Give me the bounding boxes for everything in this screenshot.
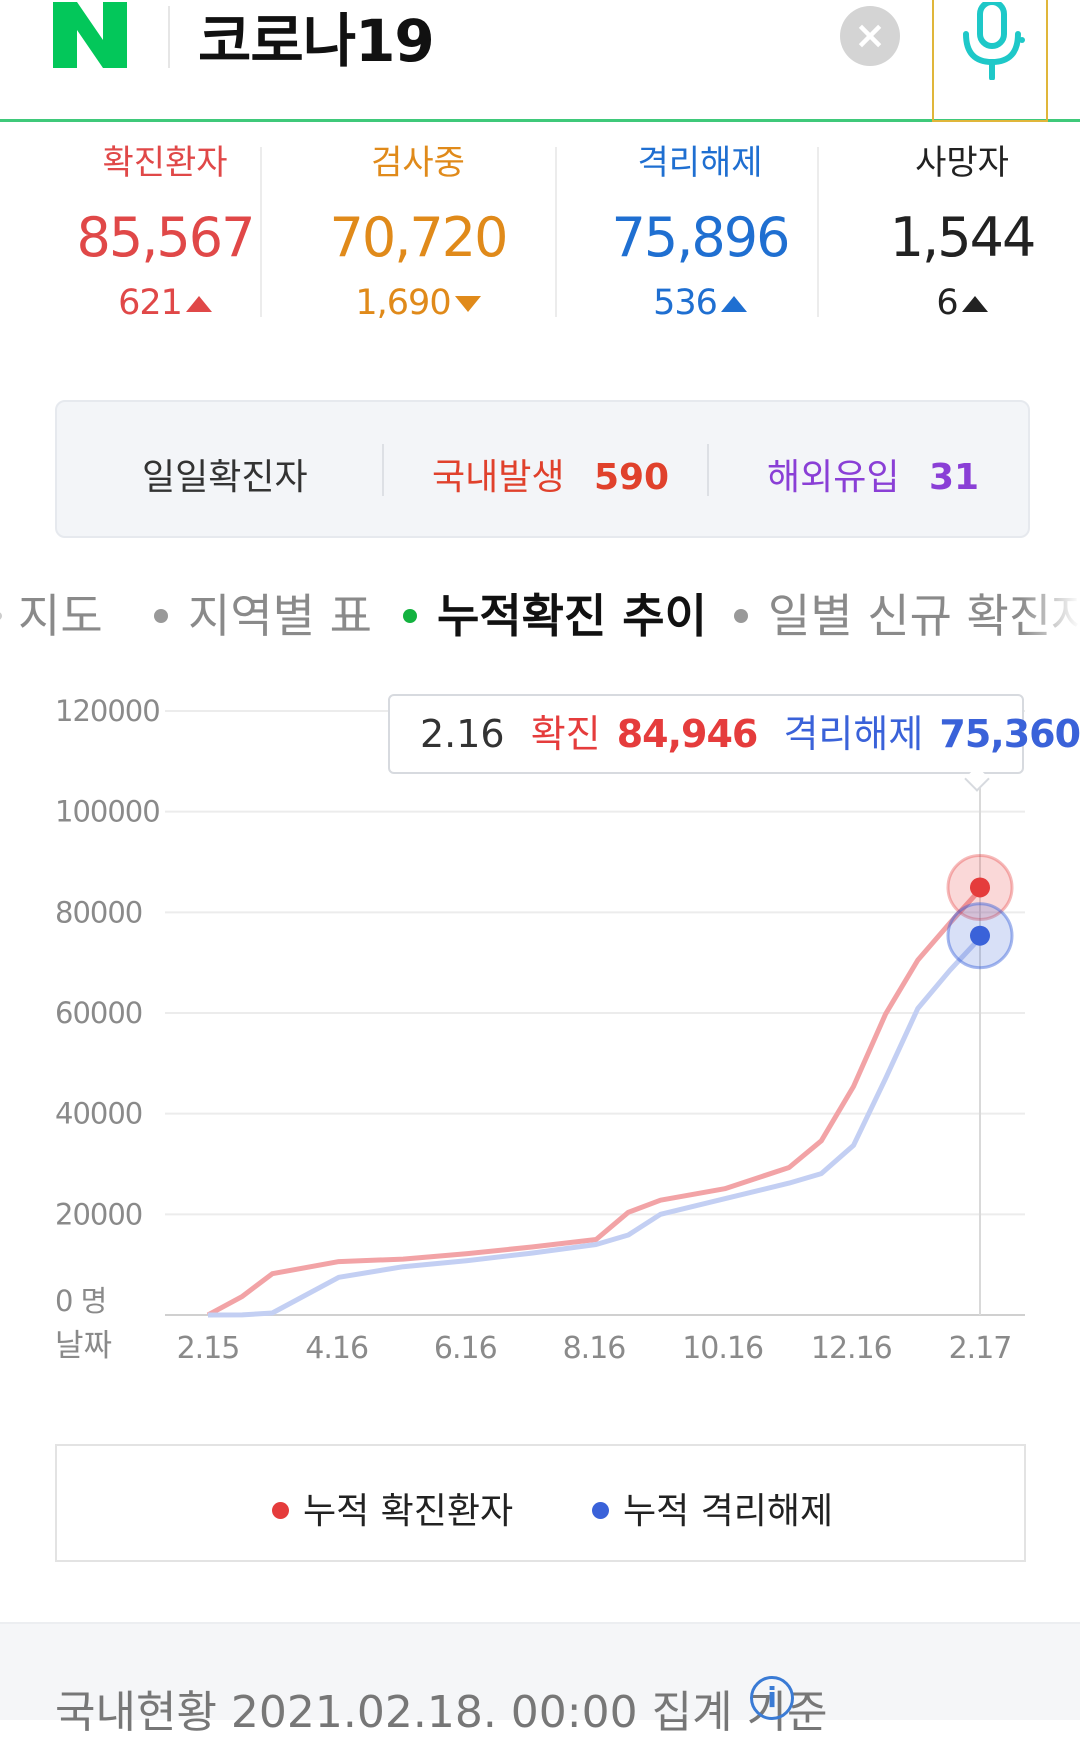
overseas-count: 해외유입 31 [767,448,979,500]
chart-legend: 누적 확진환자 누적 격리해제 [55,1444,1026,1562]
confirmed-point[interactable] [970,877,990,898]
stat-value: 70,720 [329,206,509,269]
chart-tooltip: 2.16 확진 84,946 격리해제 75,360 [388,694,1080,774]
y-tick-label: 60000 [55,996,142,1030]
header-divider [168,6,170,68]
confirmed-dot-icon [272,1501,289,1519]
confirmed-series-line [206,885,984,1318]
y-tick-label: 0 명 [55,1284,106,1318]
naver-logo-icon[interactable] [53,2,127,68]
domestic-value: 590 [593,457,670,498]
y-tick-label: 40000 [55,1097,142,1131]
increase-arrow-icon [961,296,988,312]
chart-tabs: 지도 지역별 표 누적확진 추이 일별 신규 확진자 [0,580,1080,650]
y-tick-label: 20000 [55,1197,142,1231]
decrease-arrow-icon [454,296,481,312]
x-tick-label: 2.15 [177,1331,240,1366]
microphone-icon [963,2,1025,80]
tab-cumulative-trend[interactable]: 누적확진 추이 [403,580,707,646]
tab-bullet-icon [734,608,748,623]
x-tick-label: 12.16 [811,1331,892,1366]
daily-divider [707,444,709,496]
y-tick-label: 120000 [55,694,160,728]
daily-confirmed-box: 일일확진자 국내발생 590 해외유입 31 [55,400,1030,538]
stat-testing: 검사중 70,720 1,690 [293,135,543,323]
domestic-label: 국내발생 [432,457,565,498]
tab-label: 누적확진 추이 [437,589,707,643]
x-tick-label: 10.16 [682,1331,763,1366]
tab-label: 지역별 표 [188,589,372,643]
domestic-count: 국내발생 590 [432,448,669,500]
search-header: 코로나19 × [0,0,1080,122]
legend-label: 누적 확진환자 [303,1491,514,1532]
stat-label: 사망자 [915,143,1009,183]
released-point[interactable] [970,925,990,946]
x-tick-label: 8.16 [563,1331,626,1366]
stat-label: 검사중 [371,143,465,183]
increase-arrow-icon [720,296,747,312]
tab-bullet-icon [154,608,168,623]
stat-change: 621 [40,283,290,323]
stat-divider [555,147,557,317]
tab-map[interactable]: 지도 [0,580,103,646]
y-tick-label: 100000 [55,795,160,829]
stat-change: 536 [575,283,825,323]
stat-value: 75,896 [611,206,791,269]
released-series-line [207,933,984,1318]
stat-label: 격리해제 [637,143,763,183]
stat-change-value: 536 [653,283,718,323]
overseas-label: 해외유입 [767,457,900,498]
info-icon[interactable]: i [750,1676,794,1720]
tabs-fade [1020,580,1080,650]
covid-stats-panel: 확진환자 85,567 621 검사중 70,720 1,690 격리해제 75… [30,135,1050,335]
x-tick-label: 4.16 [305,1331,368,1366]
tab-label: 지도 [18,589,103,643]
search-query-input[interactable]: 코로나19 [198,7,435,75]
stat-change: 6 [837,283,1080,323]
y-tick-label: 80000 [55,895,142,929]
stat-change-value: 621 [118,283,183,323]
tab-region-table[interactable]: 지역별 표 [154,580,372,646]
stat-divider [260,147,262,317]
footer-status: 국내현황 2021.02.18. 00:00 집계 기준 i [0,1622,1080,1738]
tooltip-confirmed-value: 84,946 [616,712,759,756]
stat-value: 1,544 [889,206,1037,269]
stat-change-value: 1,690 [355,283,451,323]
overseas-value: 31 [928,457,980,498]
tooltip-released-value: 75,360 [939,712,1080,756]
x-axis-label: 날짜 [55,1328,112,1364]
tooltip-date: 2.16 [420,712,505,756]
clear-search-button[interactable]: × [840,6,900,66]
voice-search-button[interactable] [932,0,1048,122]
daily-label: 일일확진자 [142,457,308,498]
stat-change-value: 6 [936,283,958,323]
x-tick-label: 6.16 [434,1331,497,1366]
increase-arrow-icon [185,296,212,312]
stat-label: 확진환자 [102,143,228,183]
stat-divider [817,147,819,317]
stat-confirmed: 확진환자 85,567 621 [40,135,290,323]
legend-confirmed[interactable]: 누적 확진환자 [272,1482,513,1534]
stat-released: 격리해제 75,896 536 [575,135,825,323]
legend-released[interactable]: 누적 격리해제 [592,1482,833,1534]
released-dot-icon [592,1501,609,1519]
cumulative-line-chart[interactable]: 120000 100000 80000 60000 40000 20000 0 명날짜 2.1… [0,680,1080,1380]
stat-change: 1,690 [293,283,543,323]
x-tick-label: 2.17 [949,1331,1012,1366]
stat-value: 85,567 [76,206,256,269]
daily-divider [382,444,384,496]
tooltip-confirmed-label: 확진 [530,712,601,756]
stat-deaths: 사망자 1,544 6 [837,135,1080,323]
tab-bullet-icon [0,611,2,620]
legend-label: 누적 격리해제 [623,1491,834,1532]
tooltip-released-label: 격리해제 [783,712,924,756]
data-timestamp: 국내현황 2021.02.18. 00:00 집계 기준 [55,1687,828,1738]
tab-bullet-icon [403,608,417,623]
